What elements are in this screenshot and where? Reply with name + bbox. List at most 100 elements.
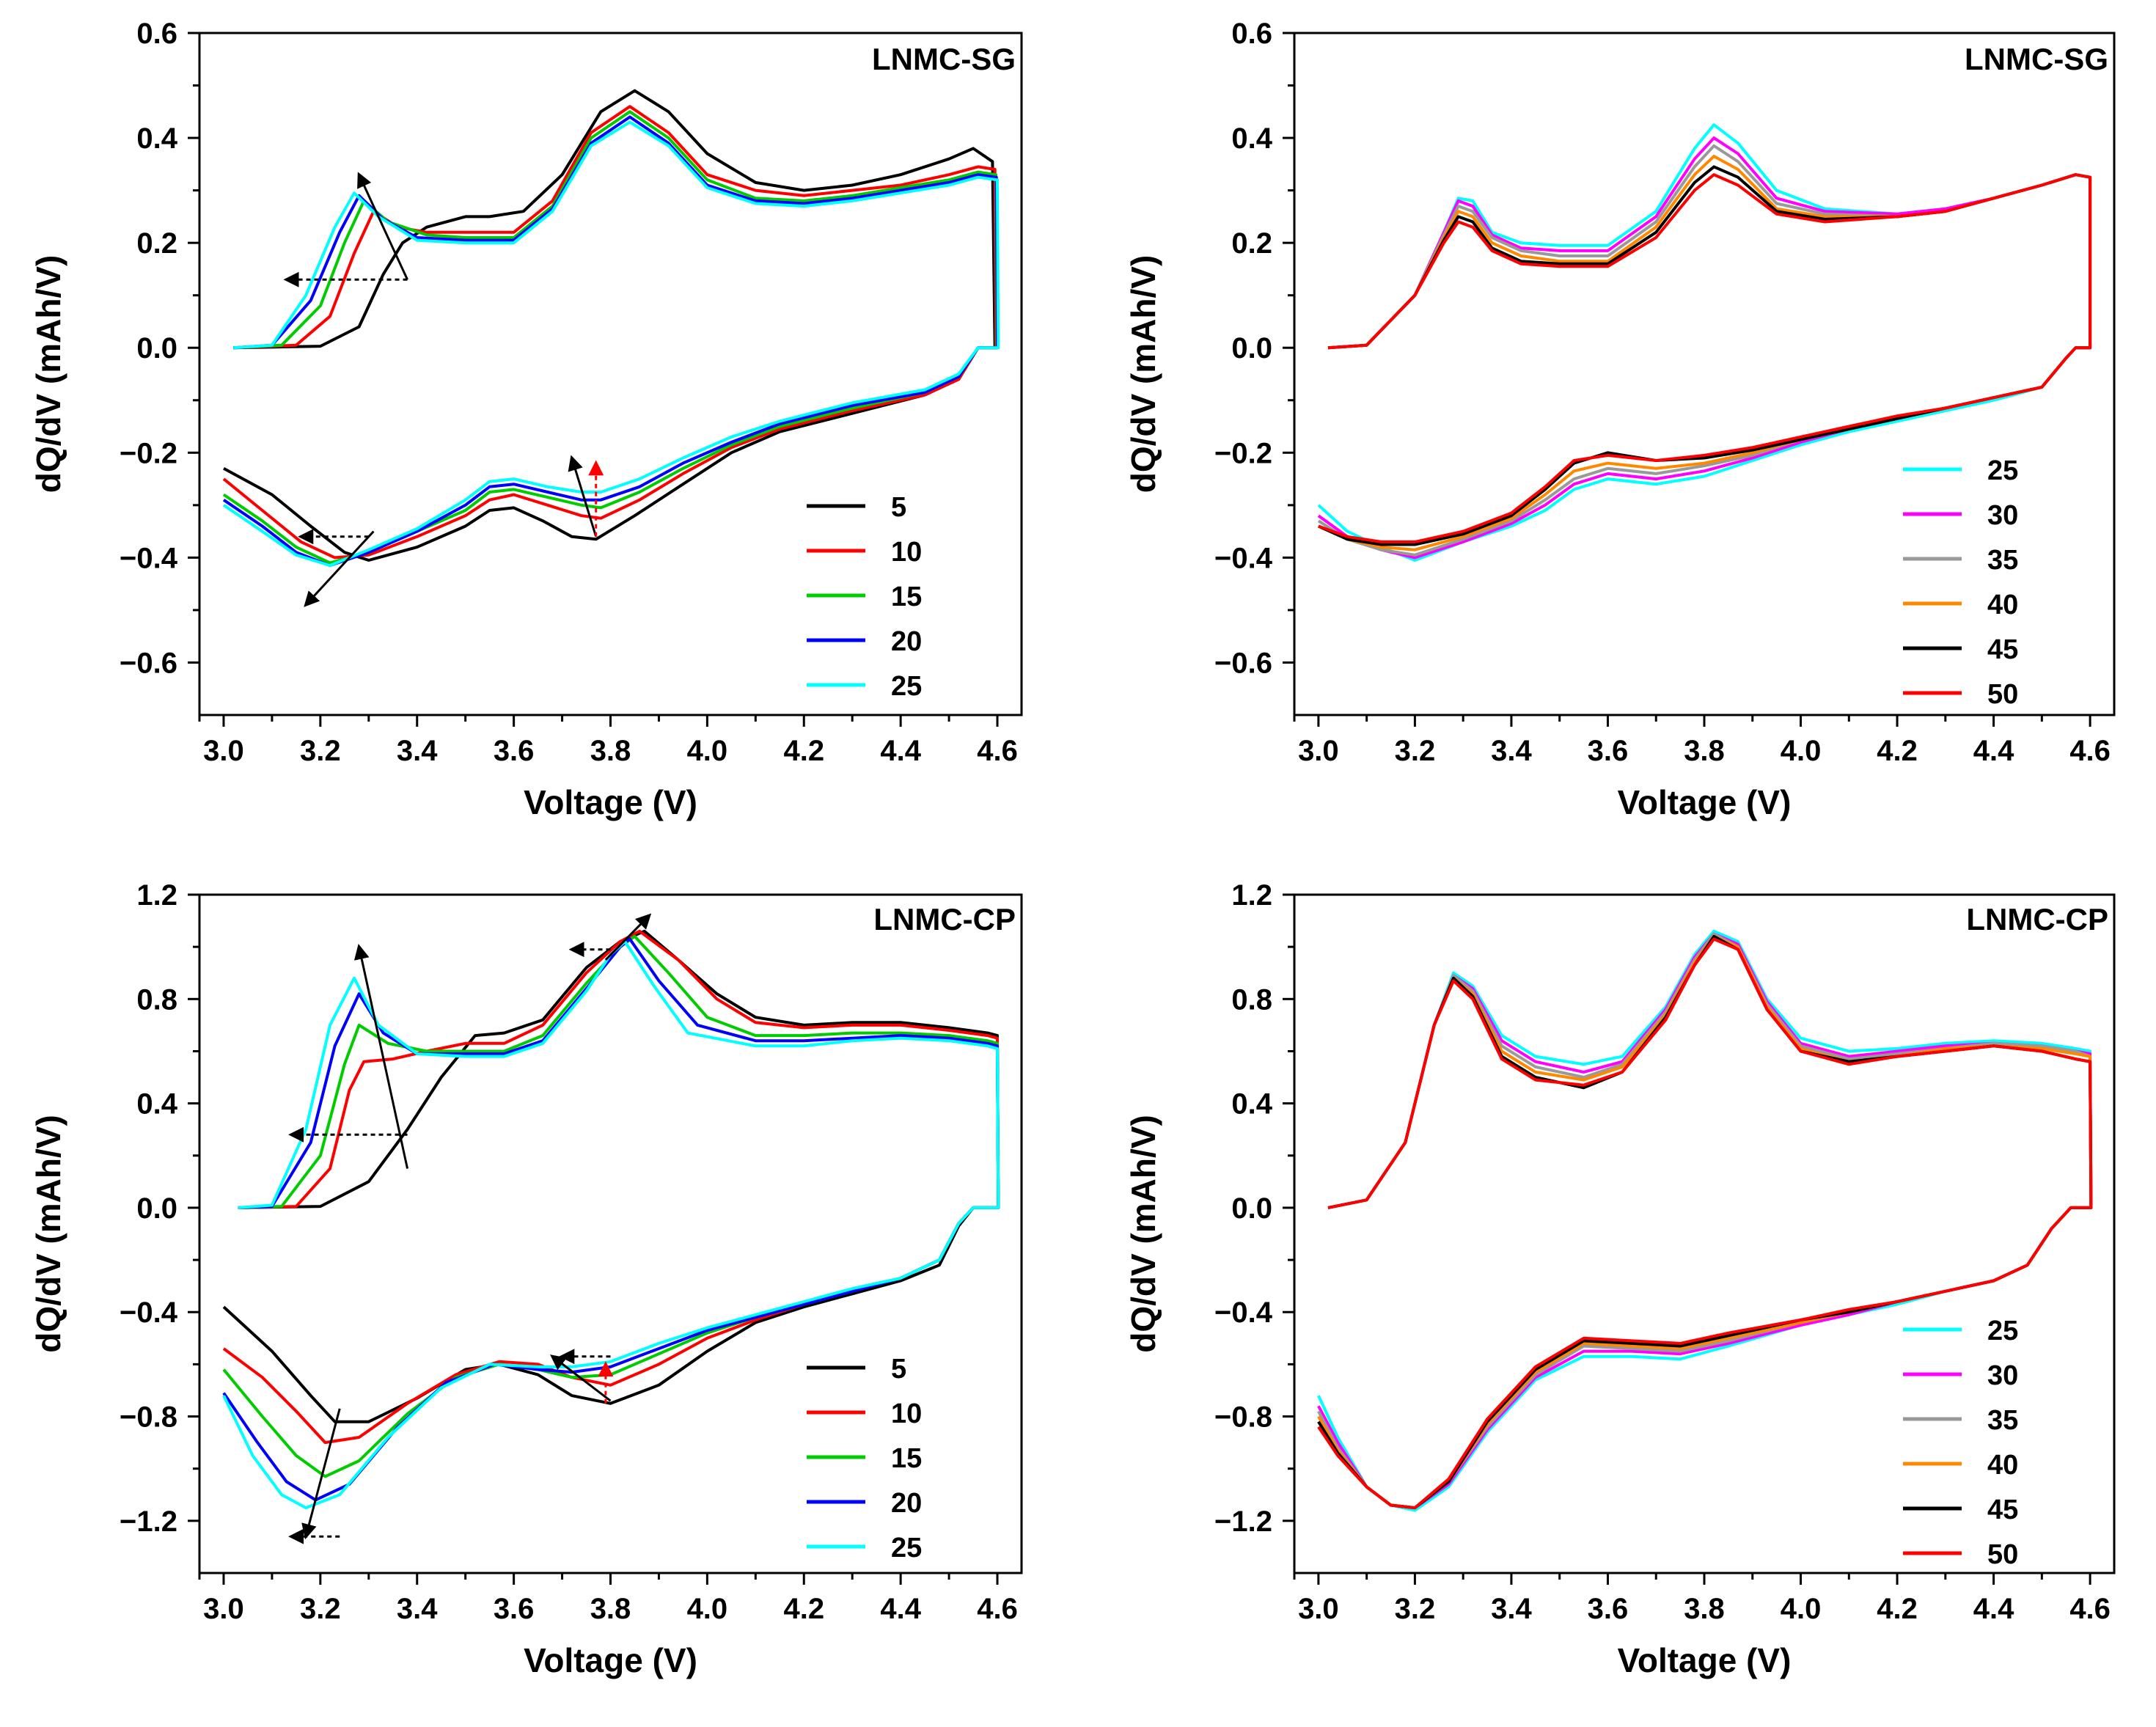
x-tick-label: 4.4: [1973, 735, 2014, 767]
x-tick-label: 4.4: [1973, 1593, 2014, 1625]
legend-label: 25: [891, 1533, 922, 1563]
x-tick-label: 4.0: [1781, 735, 1822, 767]
series-line-25: [222, 120, 1000, 568]
x-tick-label: 4.2: [783, 735, 824, 767]
y-tick-label: −0.4: [1214, 542, 1273, 574]
series-line-35: [1317, 932, 2093, 1510]
y-tick-label: −0.6: [1214, 647, 1272, 679]
y-tick-label: −0.4: [1214, 1297, 1273, 1329]
legend-label: 35: [1987, 545, 2018, 576]
x-tick-label: 3.0: [203, 735, 244, 767]
x-tick-label: 3.8: [1684, 1593, 1725, 1625]
legend-label: 10: [891, 1398, 922, 1429]
x-tick-label: 3.8: [1684, 735, 1725, 767]
y-tick-label: −0.8: [120, 1401, 177, 1434]
y-tick-label: −0.2: [120, 437, 177, 469]
legend-label: 40: [1987, 1450, 2018, 1481]
series-line-25: [1317, 123, 2092, 562]
legend-label: 20: [891, 626, 922, 657]
series-group: [222, 89, 1000, 568]
x-tick-label: 4.2: [783, 1593, 824, 1625]
x-tick-label: 4.0: [687, 735, 728, 767]
legend-label: 15: [891, 582, 922, 612]
panel-bottom-left: 3.0 3.2 3.4 3.6 3.8 4.0 4.2 4.4 4.6 −1.2 −0.8 −0.4 0…: [29, 879, 1023, 1679]
x-tick-label: 3.4: [1491, 1593, 1532, 1625]
series-line-40: [1318, 155, 2092, 551]
y-tick-label: 0.0: [136, 332, 177, 364]
trend-arrow: [357, 172, 408, 280]
legend-label: 45: [1987, 634, 2018, 665]
x-tick-label: 3.4: [397, 1593, 438, 1625]
series-line-30: [1317, 136, 2092, 560]
y-tick-label: 0.8: [1231, 983, 1272, 1016]
y-tick-label: 0.6: [1231, 18, 1272, 50]
trend-arrow: [568, 455, 598, 538]
panel-title: LNMC-CP: [873, 902, 1016, 936]
x-tick-label: 4.0: [1781, 1593, 1822, 1625]
legend-label: 25: [1987, 455, 2018, 486]
y-tick-label: 0.2: [1231, 227, 1272, 260]
series-group: [222, 929, 1000, 1510]
series-group: [1317, 123, 2092, 562]
x-axis-title: Voltage (V): [524, 783, 697, 821]
x-tick-label: 3.6: [494, 1593, 535, 1625]
y-axis-title: dQ/dV (mAh/V): [1124, 255, 1162, 494]
x-axis-title: Voltage (V): [1618, 783, 1792, 821]
trend-arrow: [304, 530, 375, 607]
trend-arrow: [604, 913, 652, 961]
y-tick-label: −0.8: [1214, 1401, 1272, 1434]
series-line-10: [222, 929, 1000, 1445]
x-tick-label: 3.4: [397, 735, 438, 767]
y-axis-title: dQ/dV (mAh/V): [1124, 1115, 1162, 1353]
legend-label: 20: [891, 1488, 922, 1519]
y-tick-label: 0.0: [1231, 332, 1272, 364]
x-tick-label: 3.6: [1588, 735, 1629, 767]
x-tick-label: 3.0: [203, 1593, 244, 1625]
series-line-30: [1317, 932, 2093, 1510]
x-tick-label: 4.6: [2069, 1593, 2111, 1625]
y-tick-label: 0.0: [136, 1192, 177, 1225]
trend-arrow: [301, 1408, 341, 1540]
panel-top-left: 3.0 3.2 3.4 3.6 3.8 4.0 4.2 4.4 4.6 −0.6 −0.4 −0.2 0…: [29, 18, 1023, 821]
y-tick-label: 0.4: [1231, 122, 1272, 155]
panel-top-right: 3.0 3.2 3.4 3.6 3.8 4.0 4.2 4.4 4.6 −0.6 −0.4 −0.2 0…: [1124, 18, 2116, 821]
y-tick-label: 1.2: [1231, 879, 1272, 912]
x-tick-label: 3.0: [1298, 1593, 1339, 1625]
series-line-50: [1317, 937, 2093, 1510]
x-tick-label: 3.2: [1395, 735, 1436, 767]
legend-label: 45: [1987, 1495, 2018, 1525]
series-line-50: [1318, 173, 2092, 543]
y-tick-label: −1.2: [120, 1506, 177, 1538]
series-group: [1317, 929, 2093, 1512]
x-tick-label: 3.4: [1491, 735, 1532, 767]
series-line-35: [1317, 144, 2092, 557]
legend-label: 30: [1987, 1360, 2018, 1391]
panel-bottom-right: 3.0 3.2 3.4 3.6 3.8 4.0 4.2 4.4 4.6 −1.2 −0.8 −0.4 0…: [1124, 879, 2116, 1679]
y-tick-label: −0.4: [120, 1297, 178, 1329]
x-tick-label: 3.6: [494, 735, 535, 767]
y-tick-label: −1.2: [1214, 1506, 1272, 1538]
x-tick-label: 3.2: [300, 735, 341, 767]
x-tick-label: 3.8: [590, 1593, 631, 1625]
x-tick-label: 3.2: [300, 1593, 341, 1625]
legend-label: 40: [1987, 590, 2018, 620]
series-line-25: [1317, 929, 2093, 1512]
panel-title: LNMC-SG: [872, 42, 1016, 76]
x-axis-title: Voltage (V): [524, 1641, 697, 1679]
series-line-45: [1318, 165, 2092, 546]
legend-label: 25: [891, 671, 922, 702]
x-tick-label: 3.2: [1395, 1593, 1436, 1625]
y-tick-label: 0.4: [136, 1088, 177, 1121]
trend-arrow: [353, 944, 409, 1169]
y-tick-label: 0.6: [136, 18, 177, 50]
legend-label: 35: [1987, 1405, 2018, 1436]
y-tick-label: 0.4: [136, 122, 177, 155]
y-tick-label: 0.8: [136, 983, 177, 1016]
legend-label: 50: [1987, 1539, 2018, 1570]
x-tick-label: 4.6: [977, 735, 1018, 767]
x-tick-label: 3.0: [1298, 735, 1339, 767]
legend-label: 25: [1987, 1316, 2018, 1346]
legend-label: 5: [891, 1354, 906, 1385]
y-tick-label: −0.4: [120, 542, 178, 574]
